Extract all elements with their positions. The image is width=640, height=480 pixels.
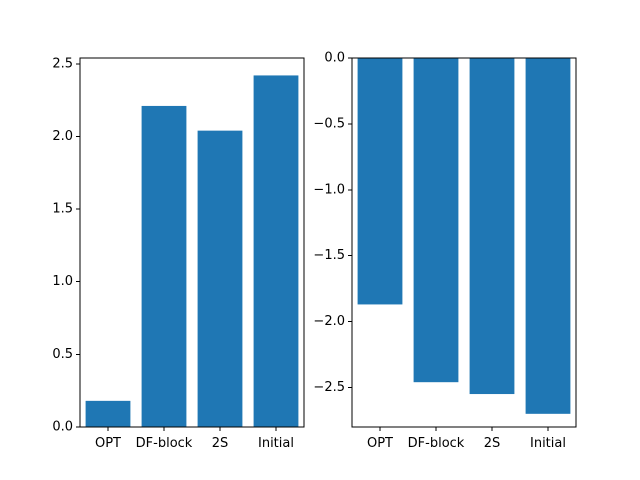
bar-2s: [469, 58, 515, 395]
bar-initial: [253, 75, 299, 428]
bar-opt: [85, 400, 131, 427]
y-tick-label: −1.0: [313, 182, 345, 197]
bar-initial: [525, 58, 571, 414]
x-tick-label: Initial: [530, 436, 566, 451]
y-tick-label: −1.5: [313, 248, 345, 263]
left-subplot: 0.0 0.5 1.0 1.5 2.0 2.5 OPT DF-block 2S Initial: [52, 56, 305, 451]
y-tick-label: −2.5: [313, 380, 345, 395]
x-tick-label: OPT: [95, 436, 121, 451]
bar-opt: [357, 58, 403, 305]
right-subplot: −2.5 −2.0 −1.5 −1.0 −0.5 0.0 OPT DF-block 2S Init…: [313, 51, 577, 451]
y-tick-label: 1.5: [52, 202, 73, 217]
x-tick-label: DF-block: [408, 436, 465, 451]
x-tick-label: 2S: [484, 436, 501, 451]
y-tick-label: −2.0: [313, 314, 345, 329]
bar-2s: [197, 130, 243, 427]
axes-frame: [79, 57, 305, 428]
y-tick-label: 0.5: [52, 347, 73, 362]
x-tick-label: DF-block: [136, 436, 193, 451]
y-tick-label: 0.0: [324, 51, 345, 66]
y-tick-label: 2.0: [52, 129, 73, 144]
y-tick-label: −0.5: [313, 116, 345, 131]
x-tick-label: 2S: [212, 436, 229, 451]
y-tick-label: 2.5: [52, 56, 73, 71]
bar-df-block: [413, 58, 459, 383]
x-tick-label: OPT: [367, 436, 393, 451]
axes-frame: [351, 57, 577, 428]
y-tick-label: 0.0: [52, 420, 73, 435]
y-tick-label: 1.0: [52, 274, 73, 289]
bar-df-block: [141, 105, 187, 427]
x-tick-label: Initial: [258, 436, 294, 451]
